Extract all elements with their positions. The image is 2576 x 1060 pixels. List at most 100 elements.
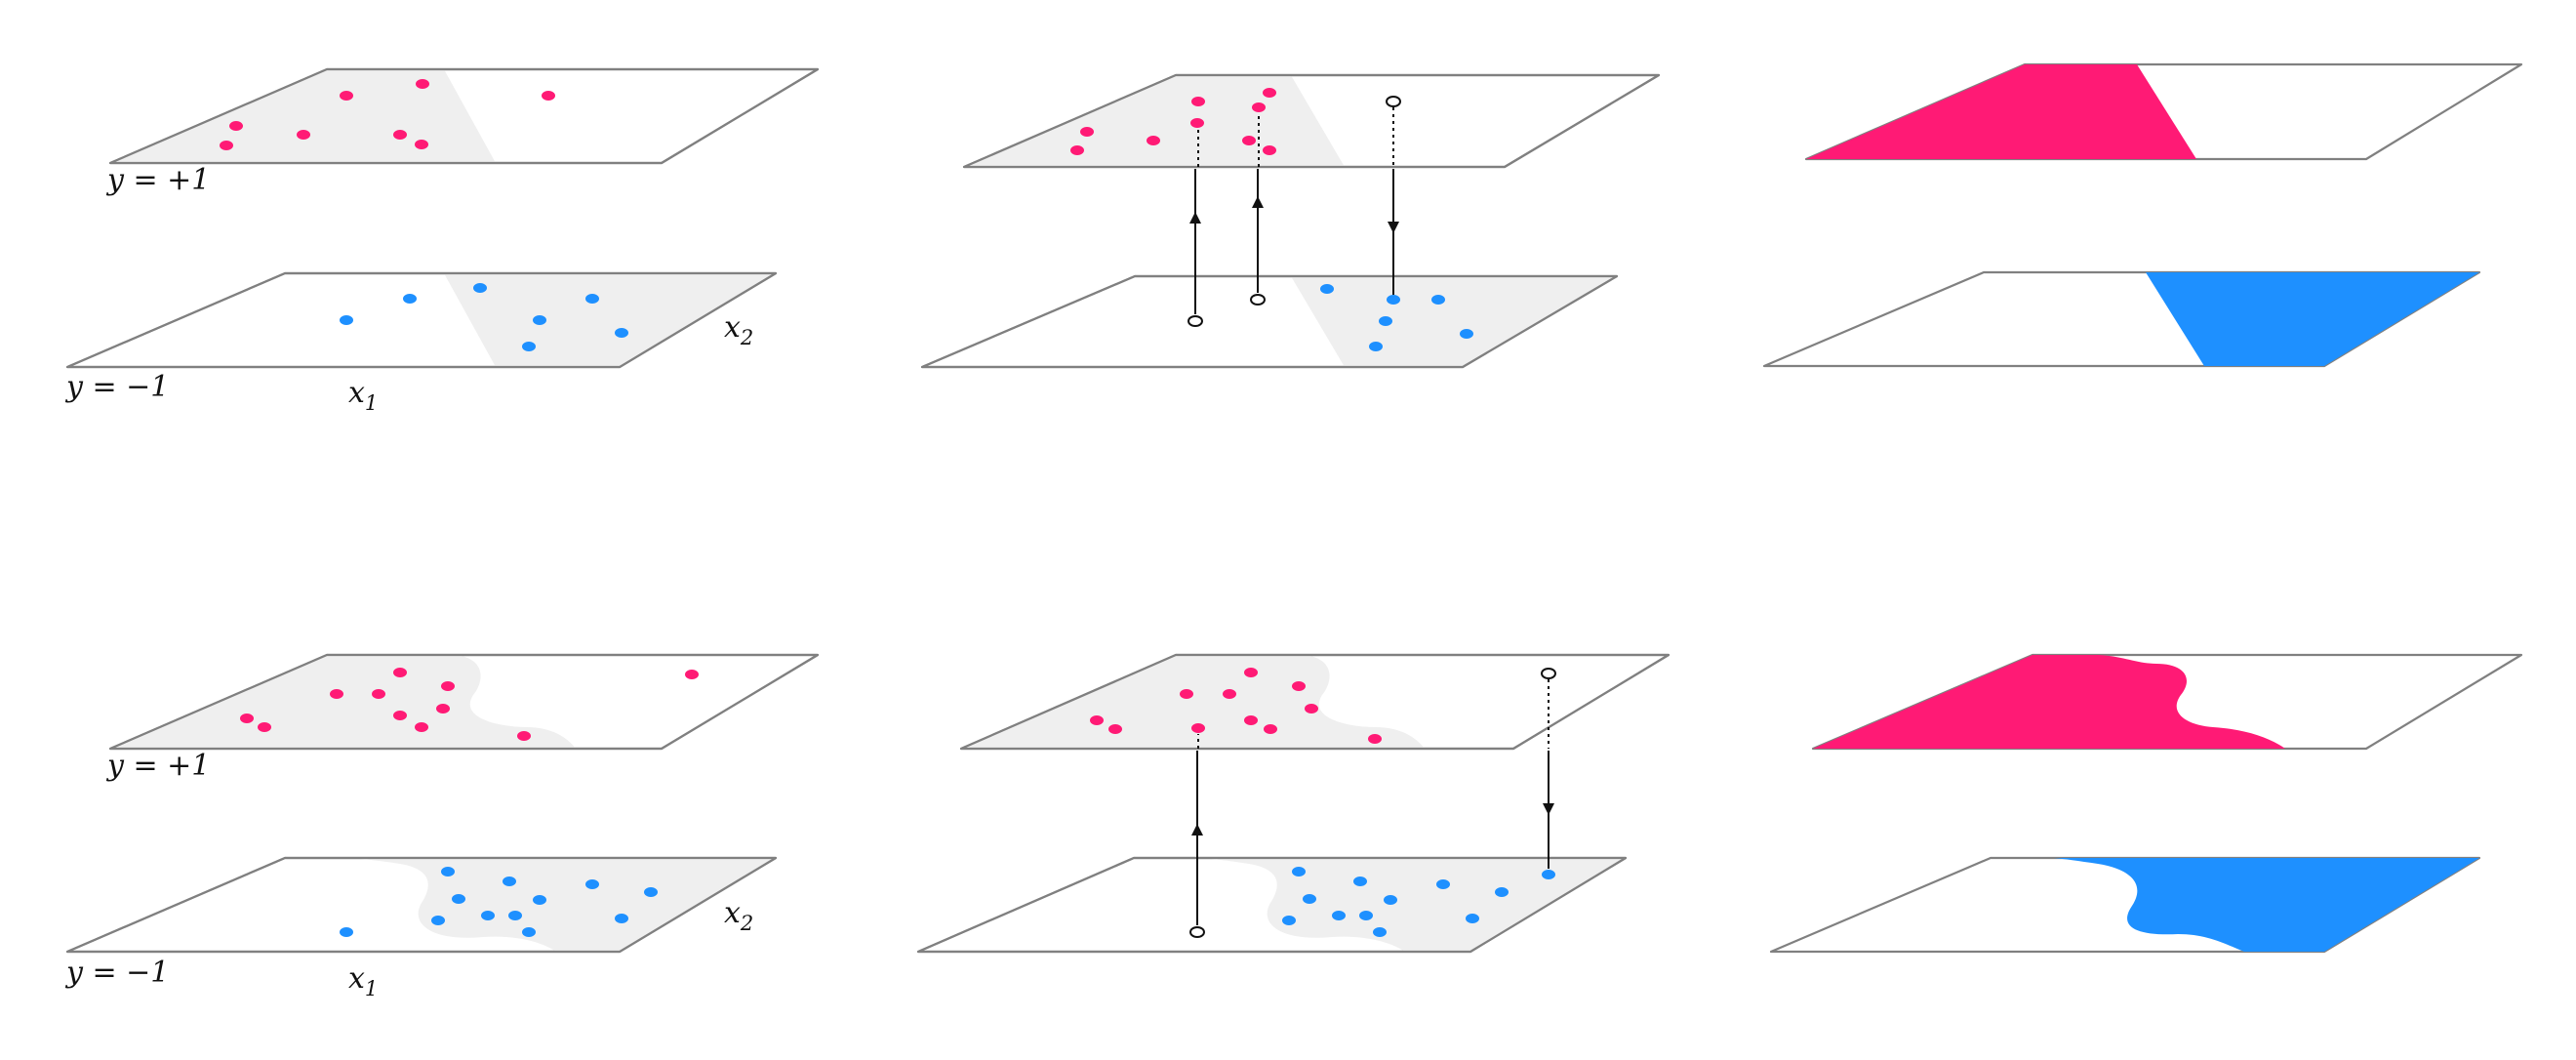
negative-point xyxy=(1303,894,1316,904)
top-plane-y-plus-1 xyxy=(108,653,820,751)
label-flip-arrows xyxy=(1189,107,1399,314)
positive-points xyxy=(1070,88,1276,155)
positive-point xyxy=(258,722,271,732)
positive-point xyxy=(1147,136,1160,145)
label-y-minus-1: y = −1 xyxy=(64,956,169,990)
top-plane-y-plus-1 xyxy=(959,653,1670,751)
label-y-minus-1: y = −1 xyxy=(64,370,169,404)
negative-point xyxy=(1353,877,1367,886)
positive-point xyxy=(393,130,407,140)
row2-panel-data: y = +1 y = −1 x1 x2 xyxy=(64,653,820,1000)
shaded-region xyxy=(351,858,776,952)
negative-point xyxy=(1292,867,1306,877)
positive-point xyxy=(220,141,233,150)
label-x2: x2 xyxy=(724,896,753,935)
negative-region xyxy=(2146,272,2479,366)
positive-point xyxy=(340,91,353,101)
negative-point xyxy=(522,342,536,351)
positive-points xyxy=(1090,668,1382,744)
negative-point xyxy=(1369,342,1383,351)
label-x2: x2 xyxy=(724,310,753,349)
negative-point xyxy=(1320,284,1334,294)
negative-point xyxy=(1542,870,1555,879)
flipped-point-origin xyxy=(1250,294,1266,306)
positive-region xyxy=(1813,655,2285,749)
positive-region xyxy=(1806,64,2196,159)
positive-point xyxy=(1190,118,1204,128)
positive-point xyxy=(1263,145,1276,155)
shaded-region xyxy=(110,69,496,163)
row1-panel-data: y = +1 y = −1 x1 x2 xyxy=(64,67,820,415)
shaded-region xyxy=(1291,276,1617,367)
negative-point xyxy=(403,294,417,304)
shaded-region xyxy=(110,655,576,749)
positive-point xyxy=(415,140,428,149)
bottom-plane-y-minus-1 xyxy=(65,271,778,369)
positive-point xyxy=(416,79,429,89)
negative-point xyxy=(481,911,495,920)
negative-point xyxy=(340,927,353,937)
bottom-plane-y-minus-1 xyxy=(920,274,1619,369)
positive-point xyxy=(1191,723,1205,733)
positive-points xyxy=(220,79,555,150)
bottom-plane-y-minus-1 xyxy=(1769,856,2481,954)
positive-point xyxy=(685,670,699,679)
flipped-point-origin xyxy=(1541,668,1556,679)
top-plane-y-plus-1 xyxy=(1804,62,2523,161)
negative-point xyxy=(615,914,628,923)
bottom-plane-y-minus-1 xyxy=(1762,270,2481,368)
row1-panel-flips xyxy=(920,73,1661,369)
negative-point xyxy=(508,911,522,920)
positive-point xyxy=(1223,689,1236,699)
negative-point xyxy=(1436,879,1450,889)
negative-point xyxy=(1359,911,1373,920)
negative-point xyxy=(441,867,455,877)
positive-point xyxy=(1263,88,1276,98)
negative-point xyxy=(431,916,445,925)
negative-points xyxy=(340,867,658,937)
negative-point xyxy=(533,315,546,325)
negative-point xyxy=(340,315,353,325)
positive-point xyxy=(1180,689,1193,699)
negative-point xyxy=(1387,295,1400,305)
positive-point xyxy=(1090,715,1104,725)
negative-point xyxy=(503,877,516,886)
label-flip-arrows xyxy=(1191,679,1554,925)
positive-point xyxy=(1368,734,1382,744)
top-plane-y-plus-1 xyxy=(108,67,820,165)
row2-panel-flips xyxy=(916,653,1670,954)
positive-point xyxy=(330,689,343,699)
positive-point xyxy=(441,681,455,691)
row1-panel-decision xyxy=(1762,62,2523,368)
negative-point xyxy=(1384,895,1397,905)
positive-point xyxy=(1108,724,1122,734)
negative-point xyxy=(644,887,658,897)
negative-point xyxy=(615,328,628,338)
negative-point xyxy=(585,294,599,304)
negative-point xyxy=(522,927,536,937)
label-x1: x1 xyxy=(348,376,378,415)
negative-point xyxy=(1379,316,1392,326)
flipped-point-origin xyxy=(1187,315,1203,327)
negative-point xyxy=(1282,916,1296,925)
negative-point xyxy=(1373,927,1387,937)
label-x1: x1 xyxy=(348,961,378,1000)
flipped-point-origin xyxy=(1189,926,1205,938)
positive-point xyxy=(517,731,531,741)
label-y-plus-1: y = +1 xyxy=(105,163,210,197)
shaded-region xyxy=(961,655,1425,749)
positive-point xyxy=(1070,145,1084,155)
positive-points xyxy=(240,668,699,741)
positive-point xyxy=(1252,102,1266,112)
negative-region xyxy=(2054,858,2479,952)
positive-point xyxy=(1080,127,1094,137)
negative-point xyxy=(1495,887,1509,897)
positive-point xyxy=(297,130,310,140)
positive-point xyxy=(436,704,450,713)
negative-point xyxy=(473,283,487,293)
row2-panel-decision xyxy=(1769,653,2523,954)
positive-point xyxy=(1244,715,1258,725)
label-y-plus-1: y = +1 xyxy=(105,749,210,783)
positive-point xyxy=(1242,136,1256,145)
